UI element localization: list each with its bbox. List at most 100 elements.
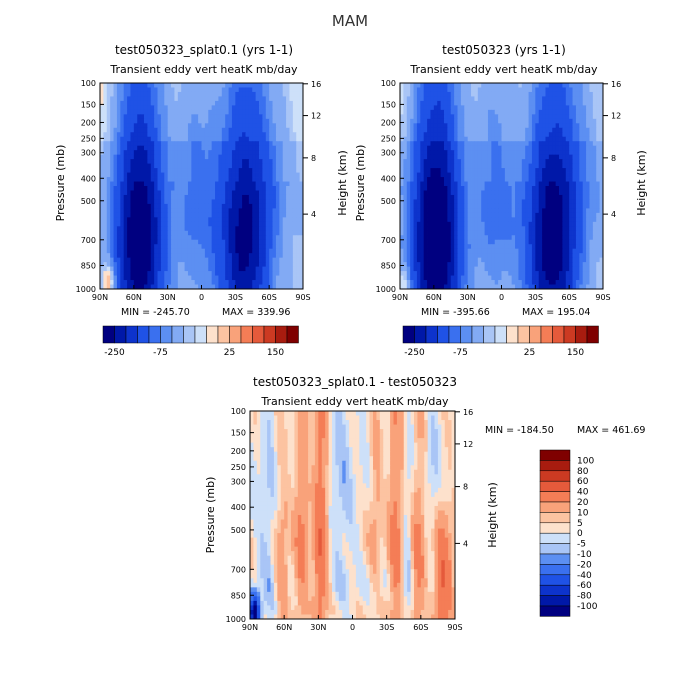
heatmap-cell [538,181,543,187]
heatmap-cell [160,159,165,165]
heatmap-cell [410,177,414,182]
heatmap-cell [569,91,573,97]
heatmap-cell [592,154,597,160]
heatmap-cell [255,145,260,151]
heatmap-cell [272,181,277,187]
heatmap-cell [286,230,290,236]
heatmap-cell [457,203,462,209]
heatmap-cell [552,105,557,111]
heatmap-cell [427,114,431,120]
heatmap-cell [221,177,226,182]
heatmap-cell [275,266,280,272]
heatmap-cell [508,118,513,124]
heatmap-cell [464,123,469,129]
heatmap-cell [410,235,414,241]
heatmap-cell [460,118,465,124]
heatmap-cell [201,136,206,142]
heatmap-cell [191,275,196,281]
heatmap-cell [400,109,404,115]
heatmap-cell [198,190,202,196]
heatmap-cell [211,181,216,187]
heatmap-cell [508,105,513,111]
heatmap-cell [467,136,472,142]
heatmap-cell [406,127,411,133]
heatmap-cell [181,100,185,106]
heatmap-cell [275,212,280,218]
heatmap-cell [596,132,601,138]
heatmap-cell [174,194,179,200]
heatmap-cell [565,199,570,205]
heatmap-cell [177,262,182,268]
heatmap-cell [569,141,573,147]
heatmap-cell [525,186,529,191]
heatmap-cell [498,109,502,115]
heatmap-cell [215,118,219,124]
heatmap-cell [467,199,472,205]
heatmap-cell [535,83,540,88]
heatmap-cell [235,199,240,205]
heatmap-cell [289,105,294,111]
heatmap-cell [211,275,216,281]
heatmap-cell [116,159,121,165]
heatmap-cell [487,235,492,241]
heatmap-cell [191,118,196,124]
heatmap-cell [171,284,175,290]
heatmap-cell [443,96,448,102]
heatmap-cell [450,235,455,241]
heatmap-cell [511,91,516,97]
heatmap-cell [164,280,169,285]
heatmap-cell [265,136,270,142]
heatmap-cell [215,123,219,129]
heatmap-cell [225,159,229,165]
heatmap-cell [477,221,482,227]
heatmap-cell [447,123,452,129]
heatmap-cell [484,154,489,160]
heatmap-cell [518,226,523,232]
heatmap-cell [508,186,513,191]
heatmap-cell [481,172,485,178]
heatmap-cell [528,235,533,241]
heatmap-cell [279,284,284,290]
heatmap-cell [150,154,155,160]
heatmap-cell [292,244,297,250]
heatmap-cell [221,150,226,156]
heatmap-cell [235,172,240,178]
heatmap-cell [545,114,550,120]
heatmap-cell [525,208,529,214]
heatmap-cell [198,163,202,169]
heatmap-cell [248,244,253,250]
heatmap-cell [292,221,297,227]
heatmap-cell [440,235,445,241]
heatmap-cell [481,114,485,120]
heatmap-cell [171,226,175,232]
heatmap-cell [106,136,111,142]
heatmap-cell [100,244,104,250]
heatmap-cell [545,145,550,151]
heatmap-cell [406,159,411,165]
heatmap-cell [538,127,543,133]
heatmap-cell [542,105,546,111]
heatmap-cell [143,105,148,111]
heatmap-cell [167,226,172,232]
heatmap-cell [113,262,118,268]
heatmap-cell [464,221,469,227]
heatmap-cell [450,212,455,218]
heatmap-cell [221,163,226,169]
heatmap-cell [279,186,284,191]
heatmap-cell [515,172,519,178]
heatmap-cell [504,136,509,142]
heatmap-cell [245,208,250,214]
heatmap-cell [123,118,128,124]
heatmap-cell [531,163,536,169]
heatmap-cell [242,257,246,263]
heatmap-cell [559,194,563,200]
heatmap-cell [440,217,445,223]
heatmap-cell [231,150,236,156]
heatmap-cell [191,208,196,214]
heatmap-cell [194,127,199,133]
heatmap-cell [123,123,128,129]
heatmap-cell [542,127,546,133]
heatmap-cell [484,114,489,120]
heatmap-cell [433,186,438,191]
heatmap-cell [515,100,519,106]
